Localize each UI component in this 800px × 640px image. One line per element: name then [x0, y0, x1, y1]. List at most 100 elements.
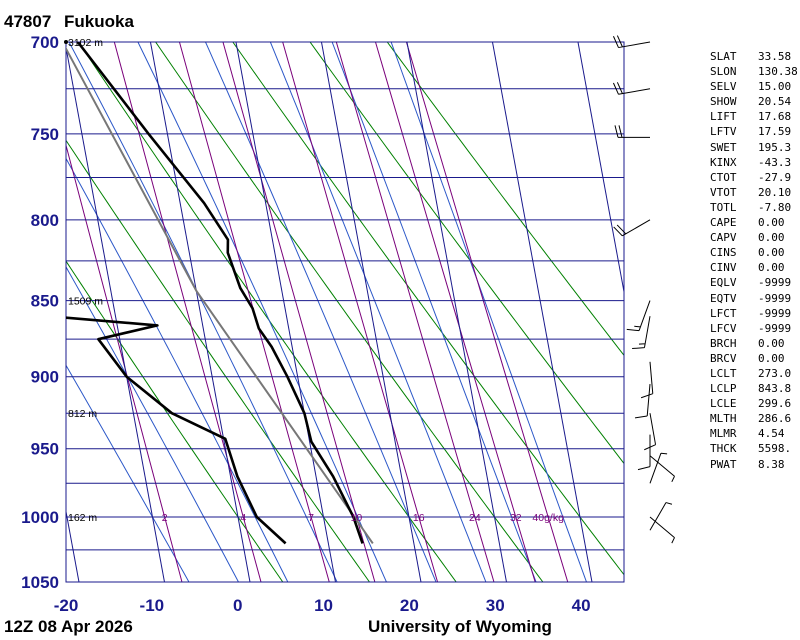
mixing-ratio-line — [222, 42, 376, 582]
wind-barb — [612, 82, 651, 95]
index-value: 8.38 — [758, 457, 785, 471]
station-name: Fukuoka — [64, 12, 134, 31]
mixing-ratio-line — [335, 42, 495, 582]
index-value: -9999 — [758, 291, 792, 305]
index-key: LCLP — [710, 382, 737, 396]
wind-barb — [632, 316, 651, 350]
wind-barb — [613, 219, 651, 237]
index-row: CINS 0.00 — [710, 245, 798, 260]
wind-barb — [614, 125, 650, 138]
station-id: 47807 — [4, 12, 52, 31]
index-row: CINV 0.00 — [710, 260, 798, 275]
mixing-ratio-label: 2 — [162, 512, 168, 524]
index-value: 130.38 — [758, 65, 798, 79]
mixing-ratio-line — [282, 42, 439, 582]
index-key: EQTV — [710, 291, 737, 305]
index-value: -9999 — [758, 306, 792, 320]
index-row: SLAT 33.58 — [710, 49, 798, 64]
index-key: CAPE — [710, 216, 737, 230]
y-tick-label: 950 — [31, 440, 59, 459]
moist-adiabat — [390, 42, 588, 582]
dry-adiabat — [386, 42, 624, 357]
index-row: SLON 130.38 — [710, 64, 798, 79]
index-key: BRCH — [710, 336, 737, 350]
moist-adiabat — [66, 364, 190, 582]
y-tick-label: 700 — [31, 33, 59, 52]
index-value: 15.00 — [758, 80, 792, 94]
isotherm — [320, 42, 422, 582]
index-value: -27.9 — [758, 170, 792, 184]
height-label: 1509 m — [68, 296, 103, 308]
mixing-ratio-line — [405, 42, 569, 582]
height-label: 162 m — [68, 512, 97, 524]
index-key: EQLV — [710, 276, 737, 290]
index-row: MLMR 4.54 — [710, 426, 798, 441]
isotherm — [66, 508, 80, 582]
height-marker — [64, 40, 68, 44]
index-key: KINX — [710, 155, 737, 169]
dry-adiabat — [155, 42, 544, 582]
wind-barb — [626, 300, 651, 332]
index-row: TOTL -7.80 — [710, 200, 798, 215]
index-value: 0.00 — [758, 216, 785, 230]
index-value: 17.59 — [758, 125, 792, 139]
index-key: SHOW — [710, 95, 737, 109]
index-key: LCLT — [710, 366, 737, 380]
index-row: THCK 5598. — [710, 441, 798, 456]
isotherm — [66, 44, 165, 582]
y-tick-label: 1050 — [21, 573, 59, 592]
wind-barb — [649, 455, 675, 483]
index-key: LFTV — [710, 125, 737, 139]
index-value: 33.58 — [758, 50, 792, 63]
y-tick-label: 900 — [31, 368, 59, 387]
x-tick-label: 0 — [233, 596, 242, 615]
index-key: THCK — [710, 442, 737, 456]
index-value: 17.68 — [758, 110, 792, 124]
index-row: MLTH 286.6 — [710, 411, 798, 426]
index-value: 843.8 — [758, 382, 792, 396]
mixing-ratio-label: 24 — [469, 512, 481, 524]
dry-adiabat — [66, 139, 371, 582]
index-row: EQTV -9999 — [710, 291, 798, 306]
dry-adiabat — [232, 42, 624, 576]
index-key: MLMR — [710, 427, 737, 441]
index-row: BRCH 0.00 — [710, 336, 798, 351]
index-key: LFCT — [710, 306, 737, 320]
index-value: -7.80 — [758, 200, 792, 214]
index-value: 299.6 — [758, 397, 792, 411]
mixing-ratio-label: 40g/kg — [532, 512, 564, 524]
index-value: 0.00 — [758, 246, 785, 260]
parcel-path-line — [66, 46, 374, 544]
index-value: -43.3 — [758, 155, 792, 169]
moist-adiabat — [331, 42, 537, 582]
index-key: PWAT — [710, 457, 737, 471]
x-tick-label: 10 — [314, 596, 333, 615]
index-key: LIFT — [710, 110, 737, 124]
mixing-ratio-line — [178, 42, 330, 582]
mixing-ratio-label: 16 — [413, 512, 425, 524]
index-key: SLAT — [710, 50, 737, 63]
x-tick-label: -20 — [54, 596, 79, 615]
index-key: LFCV — [710, 321, 737, 335]
dewpoint-line — [66, 316, 287, 545]
index-row: LCLP 843.8 — [710, 381, 798, 396]
index-row: SWET 195.3 — [710, 140, 798, 155]
index-row: VTOT 20.10 — [710, 185, 798, 200]
index-value: 195.3 — [758, 140, 792, 154]
index-row: LCLE 299.6 — [710, 396, 798, 411]
index-value: 0.00 — [758, 336, 785, 350]
index-value: 5598. — [758, 442, 792, 456]
index-row: LCLT 273.0 — [710, 366, 798, 381]
y-tick-label: 850 — [31, 292, 59, 311]
moist-adiabat — [66, 157, 289, 582]
index-key: SELV — [710, 80, 737, 94]
index-row: LFTV 17.59 — [710, 124, 798, 139]
dry-adiabat — [309, 42, 624, 465]
index-value: -9999 — [758, 321, 792, 335]
moist-adiabat — [68, 42, 338, 582]
index-key: TOTL — [710, 200, 737, 214]
index-key: CINS — [710, 246, 737, 260]
wind-barb — [640, 361, 654, 399]
moist-adiabat — [137, 42, 387, 582]
index-row: EQLV -9999 — [710, 275, 798, 290]
